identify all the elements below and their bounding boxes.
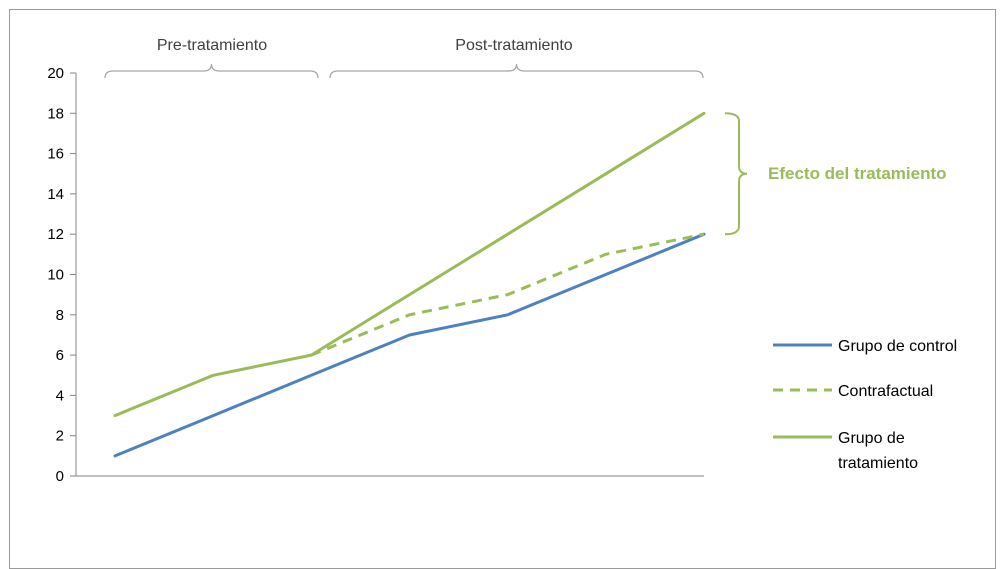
series-line-contrafactual bbox=[310, 232, 705, 357]
y-axis: 0 2 4 6 8 10 12 14 16 18 20 bbox=[47, 65, 77, 485]
treatment-effect-brace bbox=[724, 112, 748, 236]
legend-label-grupo-de-tratamiento: Grupo de tratamiento bbox=[838, 430, 918, 472]
y-tick-label: 0 bbox=[56, 468, 64, 485]
series-line-grupo-de-tratamiento bbox=[113, 111, 706, 418]
y-tick-label: 8 bbox=[56, 307, 64, 324]
y-tick-label: 16 bbox=[47, 146, 64, 163]
post-treatment-brace bbox=[329, 63, 704, 79]
series-layer bbox=[113, 111, 706, 458]
treatment-effect-label: Efecto del tratamiento bbox=[768, 164, 947, 183]
y-tick-label: 10 bbox=[47, 267, 64, 284]
y-tick-label: 4 bbox=[56, 387, 64, 404]
pre-treatment-label: Pre-tratamiento bbox=[157, 37, 267, 54]
pre-treatment-brace bbox=[104, 63, 319, 79]
period-braces bbox=[104, 63, 748, 236]
y-tick-label: 6 bbox=[56, 347, 64, 364]
post-treatment-label: Post-tratamiento bbox=[455, 37, 572, 54]
series-line-grupo-de-control bbox=[113, 232, 706, 458]
y-tick-label: 2 bbox=[56, 428, 64, 445]
legend-label-contrafactual: Contrafactual bbox=[838, 383, 933, 400]
legend: Grupo de control Contrafactual Grupo de tra… bbox=[773, 338, 957, 472]
y-tick-label: 20 bbox=[47, 65, 64, 82]
y-tick-label: 12 bbox=[47, 226, 64, 243]
y-tick-label: 18 bbox=[47, 105, 64, 122]
legend-label-grupo-de-control: Grupo de control bbox=[838, 338, 957, 355]
line-chart: 0 2 4 6 8 10 12 14 16 18 20 Grupo de control Contra… bbox=[47, 37, 957, 485]
y-tick-label: 14 bbox=[47, 186, 64, 203]
